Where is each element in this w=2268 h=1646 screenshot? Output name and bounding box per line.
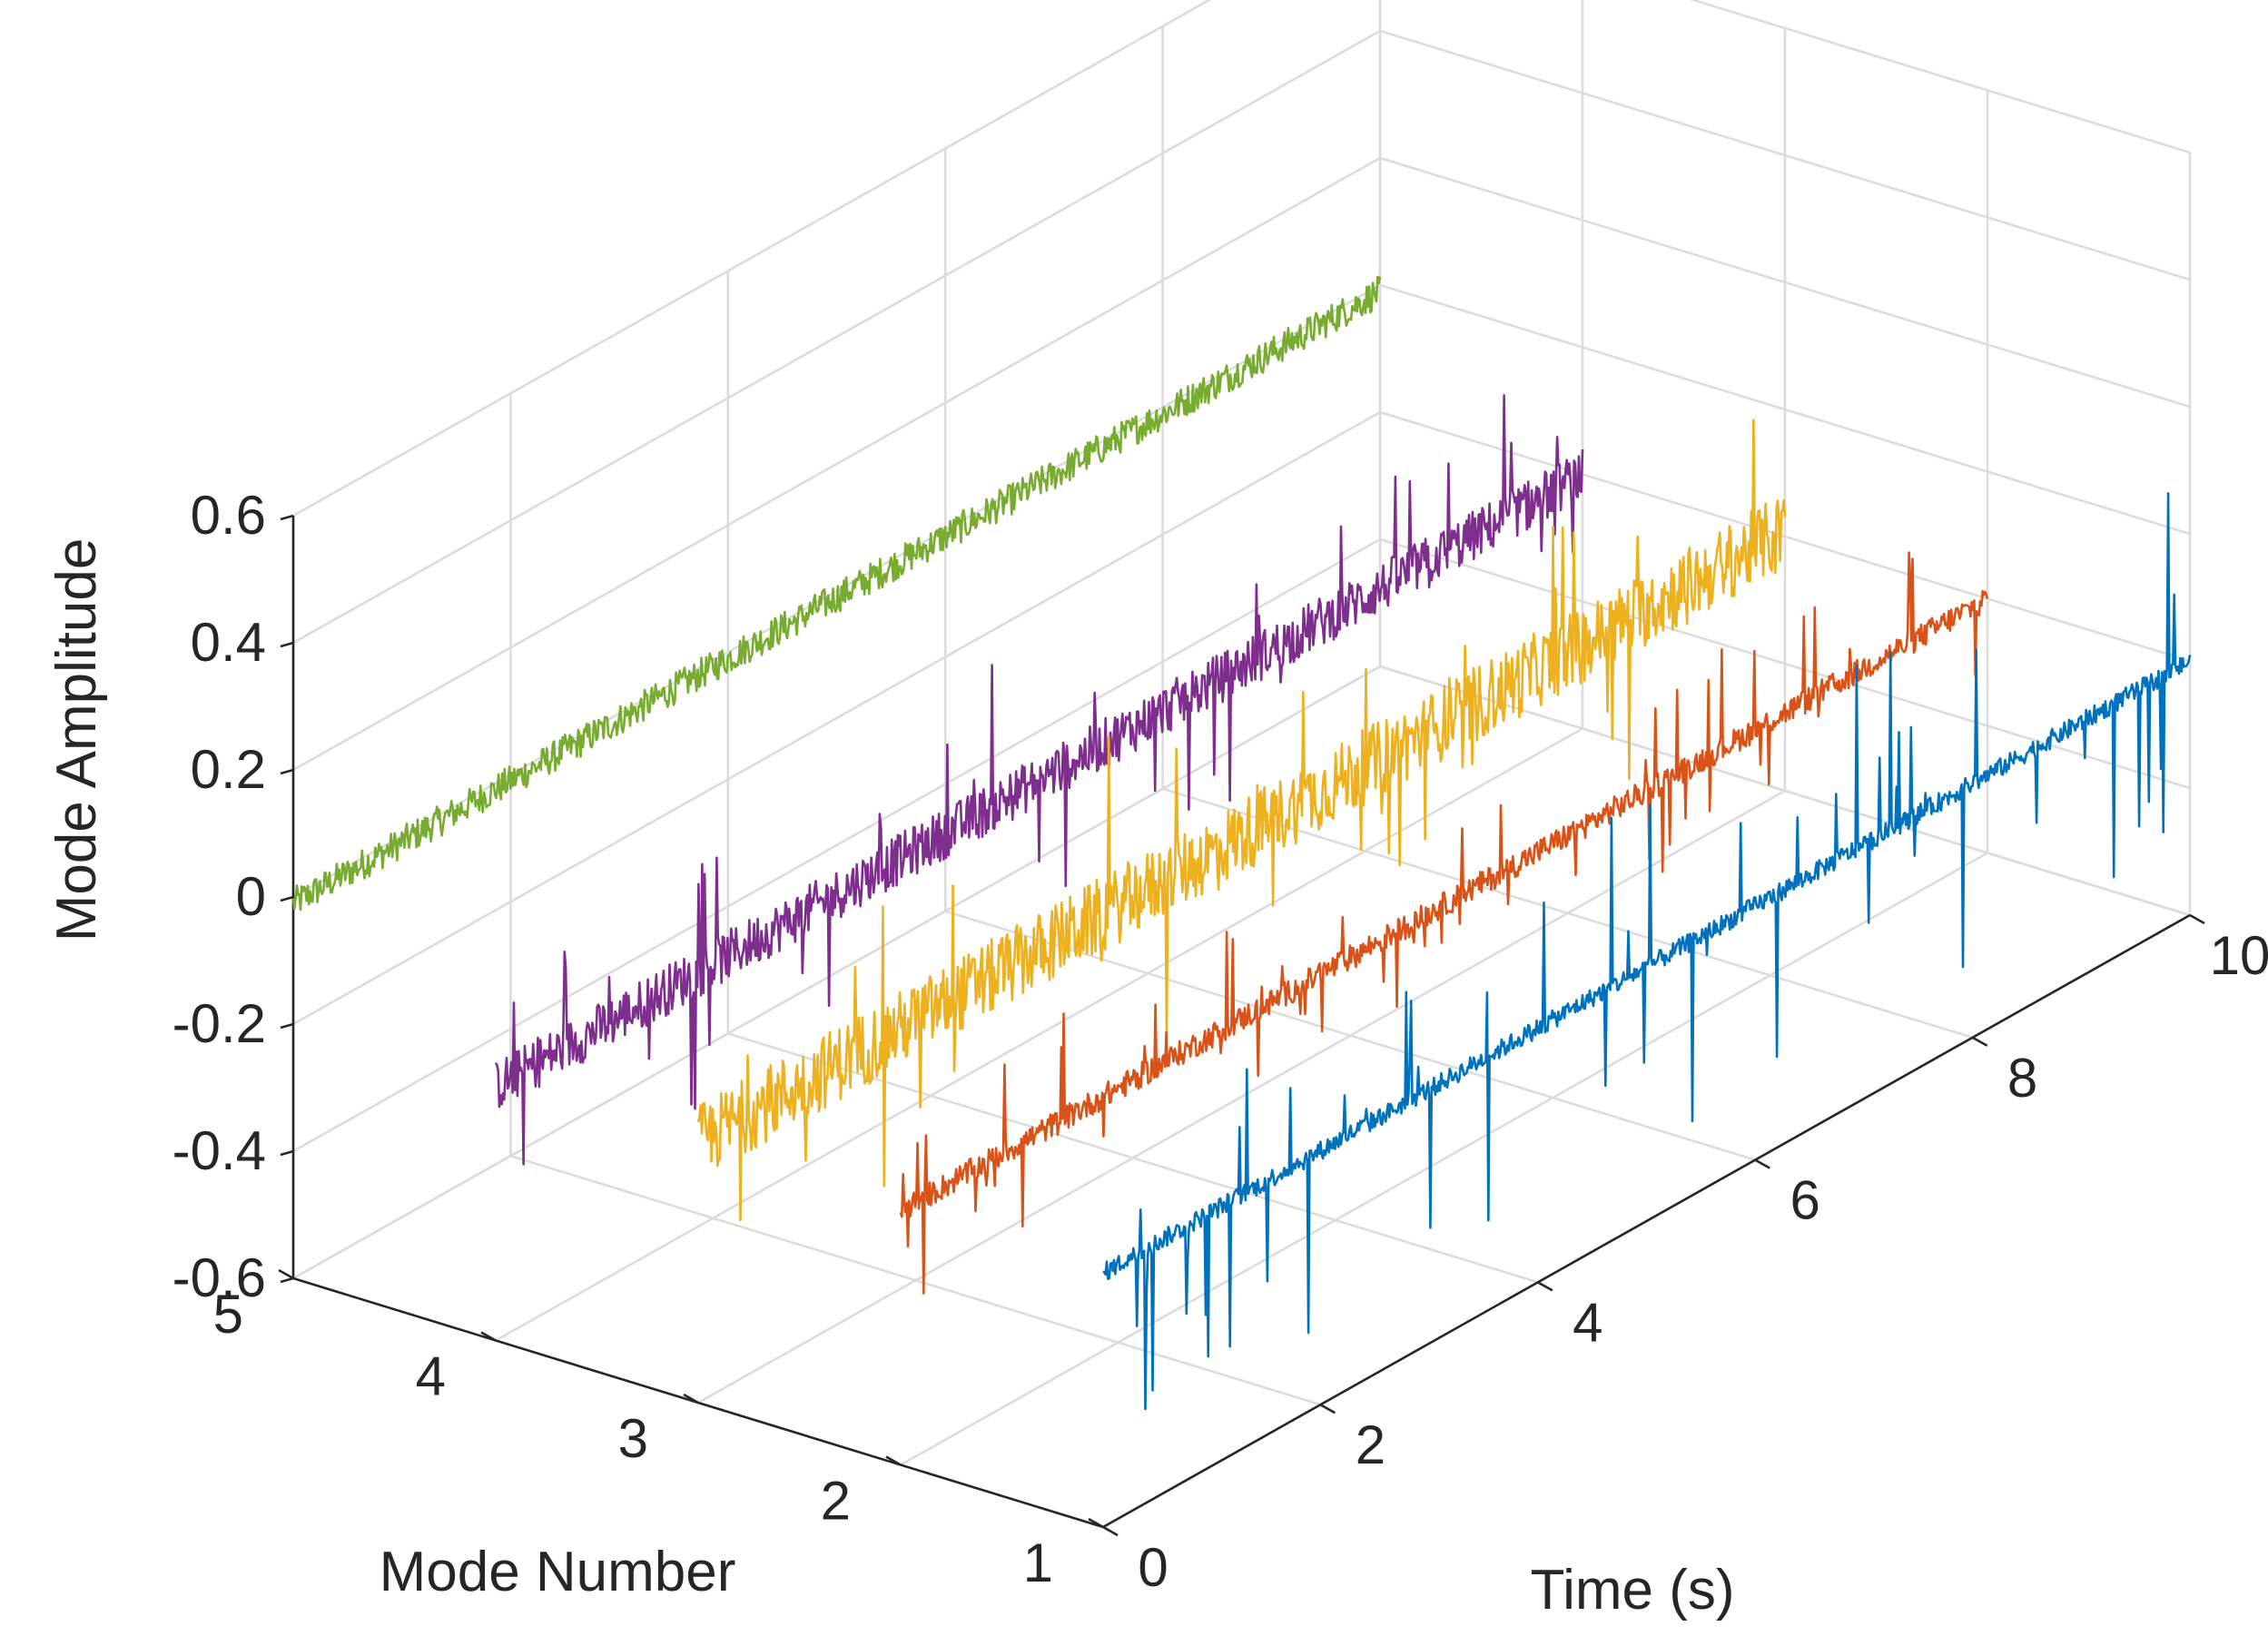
z-tick-mark	[280, 895, 294, 902]
z-tick-label: 0	[236, 866, 266, 927]
z-tick-mark	[280, 1022, 294, 1030]
z-tick-mark	[280, 1276, 294, 1284]
z-tick-label: -0.6	[173, 1247, 266, 1308]
back-wall-grid-amplitude	[292, 665, 1381, 1280]
floor-grid-mode	[495, 727, 1583, 1342]
y-axis-label: Mode Number	[380, 1541, 736, 1603]
x-tick-label: 2	[1356, 1414, 1385, 1475]
x-tick-mark	[1319, 1404, 1336, 1414]
y-tick-mark	[1088, 1517, 1104, 1529]
y-tick-label: 3	[618, 1408, 648, 1469]
series-line-mode-4	[494, 394, 1584, 1166]
floor-grid-mode	[697, 789, 1786, 1405]
side-wall-grid-amplitude	[1379, 283, 2191, 536]
floor-grid-mode	[900, 852, 1988, 1466]
x-tick-mark	[1971, 1036, 1988, 1047]
x-axis-line	[1102, 913, 2191, 1529]
x-tick-label: 4	[1573, 1292, 1602, 1353]
z-axis-label: Mode Amplitude	[45, 538, 108, 942]
z-tick-label: 0.6	[191, 485, 266, 546]
back-wall-grid-amplitude	[292, 0, 1212, 517]
z-tick-mark	[280, 514, 294, 521]
y-tick-label: 5	[213, 1284, 243, 1345]
x-tick-label: 8	[2007, 1048, 2037, 1109]
back-wall-grid-amplitude	[292, 29, 1381, 645]
z-tick-label: -0.4	[173, 1120, 266, 1181]
x-tick-mark	[1754, 1158, 1770, 1169]
x-tick-mark	[1537, 1281, 1553, 1292]
side-wall-grid-amplitude	[1689, 0, 2191, 154]
y-tick-mark	[480, 1331, 497, 1342]
x-tick-label: 10	[2210, 925, 2268, 986]
y-tick-label: 4	[416, 1346, 446, 1407]
y-tick-mark	[278, 1268, 294, 1280]
z-tick-label: -0.2	[173, 993, 266, 1054]
back-wall-grid-amplitude	[292, 410, 1381, 1026]
z-tick-label: 0.2	[191, 739, 266, 800]
y-tick-label: 2	[821, 1471, 851, 1532]
x-tick-mark	[2189, 913, 2205, 925]
z-tick-mark	[280, 641, 294, 648]
side-wall-grid-amplitude	[1379, 665, 2191, 917]
y-tick-label: 1	[1023, 1533, 1053, 1593]
series-group	[291, 275, 2192, 1411]
series-line-mode-3	[696, 419, 1787, 1222]
z-tick-mark	[280, 1149, 294, 1157]
grid-lines	[291, 0, 2192, 1529]
back-wall-grid-amplitude	[292, 537, 1381, 1153]
back-wall-grid-amplitude	[292, 156, 1381, 772]
side-wall-grid-amplitude	[1379, 156, 2191, 409]
side-wall-grid-amplitude	[1379, 29, 2191, 281]
x-tick-label: 6	[1790, 1170, 1820, 1231]
x-tick-label: 0	[1138, 1537, 1168, 1598]
y-tick-mark	[885, 1455, 902, 1466]
side-wall-grid-amplitude	[1379, 410, 2191, 663]
tick-marks	[278, 514, 2205, 1537]
y-tick-mark	[683, 1393, 699, 1405]
series-line-mode-2	[899, 551, 1989, 1295]
tick-labels: -0.6 -0.4 -0.2 0 0.2 0.4 0.6 1 2 3 4 5 0 2 4 6 8 10	[173, 485, 2268, 1598]
side-wall-grid-amplitude	[1379, 537, 2191, 790]
z-tick-label: 0.4	[191, 612, 266, 673]
series-line-mode-5	[291, 275, 1382, 912]
series-line-mode-1	[1102, 492, 2192, 1411]
x-tick-mark	[1102, 1525, 1119, 1537]
x-axis-label: Time (s)	[1531, 1559, 1735, 1621]
z-tick-mark	[280, 768, 294, 775]
